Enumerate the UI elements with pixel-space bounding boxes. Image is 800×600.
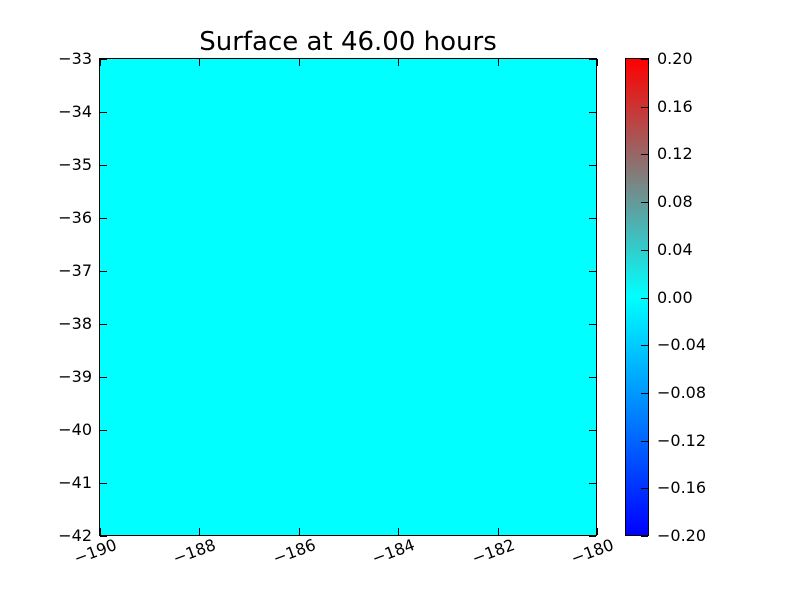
colorbar-tick	[641, 154, 648, 155]
y-axis-tick	[100, 483, 107, 484]
x-axis-tick-label: −188	[170, 535, 219, 568]
y-axis-tick	[100, 59, 107, 60]
colorbar-tick	[641, 250, 648, 251]
y-axis-tick	[100, 377, 107, 378]
x-axis-tick	[498, 528, 499, 535]
y-axis-tick-label: −34	[58, 102, 92, 121]
y-axis-tick	[589, 218, 596, 219]
plot-area	[99, 58, 598, 537]
colorbar-tick	[641, 298, 648, 299]
colorbar	[625, 58, 649, 537]
y-axis-tick-label: −37	[58, 261, 92, 280]
x-axis-tick	[398, 528, 399, 535]
x-axis-tick	[199, 528, 200, 535]
y-axis-tick	[100, 218, 107, 219]
x-axis-tick	[199, 59, 200, 66]
x-axis-tick	[498, 59, 499, 66]
y-axis-tick-label: −36	[58, 208, 92, 227]
y-axis-tick-label: −41	[58, 473, 92, 492]
y-axis-tick	[100, 165, 107, 166]
y-axis-tick-label: −33	[58, 49, 92, 68]
y-axis-tick	[100, 536, 107, 537]
colorbar-tick-label: −0.12	[657, 431, 707, 450]
colorbar-tick-label: 0.20	[657, 49, 693, 68]
y-axis-tick	[100, 271, 107, 272]
colorbar-tick	[641, 345, 648, 346]
colorbar-tick	[641, 59, 648, 60]
y-axis-tick-label: −40	[58, 420, 92, 439]
colorbar-tick	[641, 441, 648, 442]
y-axis-tick	[589, 536, 596, 537]
x-axis-tick	[299, 528, 300, 535]
x-axis-tick	[597, 528, 598, 535]
y-axis-tick-label: −39	[58, 367, 92, 386]
x-axis-tick-label: −180	[568, 535, 617, 568]
y-axis-tick	[100, 324, 107, 325]
colorbar-tick-label: −0.08	[657, 383, 707, 402]
y-axis-tick	[100, 112, 107, 113]
x-axis-tick	[100, 528, 101, 535]
colorbar-tick	[641, 536, 648, 537]
y-axis-tick-label: −42	[58, 526, 92, 545]
x-axis-tick-label: −184	[369, 535, 418, 568]
y-axis-tick	[589, 112, 596, 113]
y-axis-tick	[589, 483, 596, 484]
colorbar-tick-label: −0.04	[657, 335, 707, 354]
x-axis-tick-label: −186	[270, 535, 319, 568]
x-axis-tick-label: −182	[469, 535, 518, 568]
colorbar-tick	[641, 202, 648, 203]
colorbar-tick-label: 0.08	[657, 192, 693, 211]
y-axis-tick	[589, 324, 596, 325]
y-axis-tick	[589, 165, 596, 166]
colorbar-tick	[641, 393, 648, 394]
colorbar-tick-label: −0.16	[657, 478, 707, 497]
x-axis-tick	[299, 59, 300, 66]
colorbar-tick-label: 0.12	[657, 144, 693, 163]
x-axis-tick	[398, 59, 399, 66]
y-axis-tick	[589, 377, 596, 378]
y-axis-tick	[589, 430, 596, 431]
colorbar-tick-label: 0.16	[657, 97, 693, 116]
y-axis-tick	[100, 430, 107, 431]
colorbar-tick-label: 0.00	[657, 288, 693, 307]
y-axis-tick	[589, 271, 596, 272]
y-axis-tick	[589, 59, 596, 60]
colorbar-tick-label: 0.04	[657, 240, 693, 259]
y-axis-tick-label: −38	[58, 314, 92, 333]
chart-title: Surface at 46.00 hours	[199, 27, 497, 57]
x-axis-tick	[597, 59, 598, 66]
y-axis-tick-label: −35	[58, 155, 92, 174]
colorbar-tick	[641, 488, 648, 489]
colorbar-tick	[641, 107, 648, 108]
x-axis-tick	[100, 59, 101, 66]
colorbar-tick-label: −0.20	[657, 526, 707, 545]
